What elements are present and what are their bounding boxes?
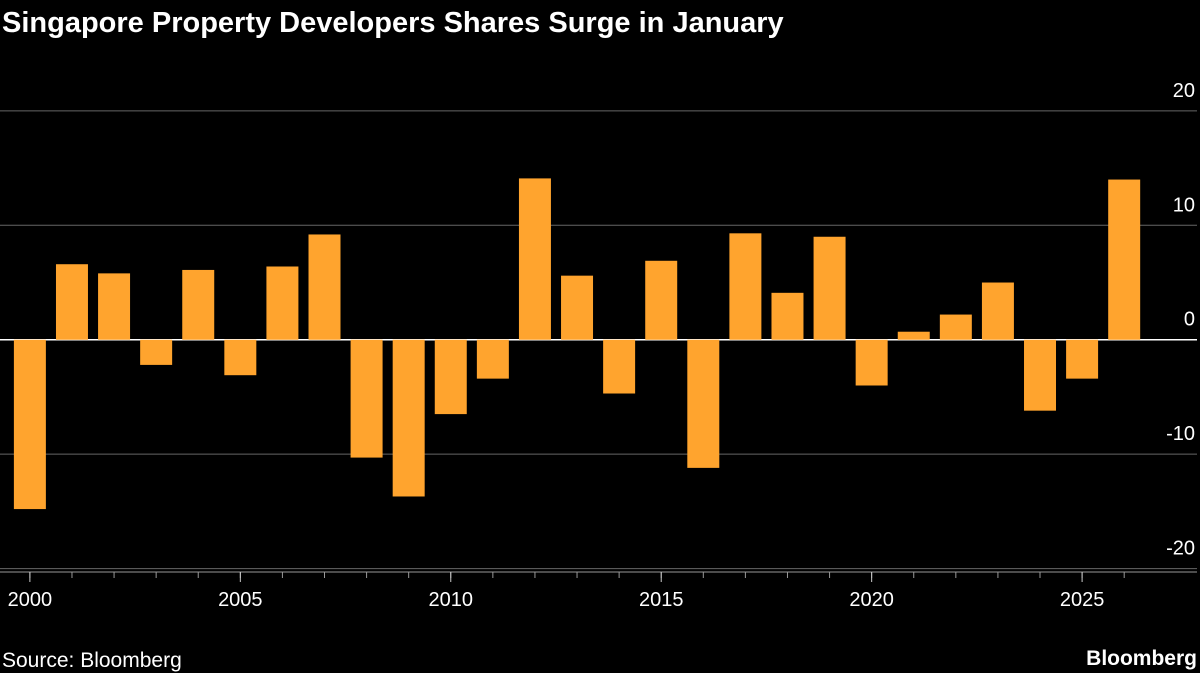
- x-tick-label: 2005: [218, 589, 263, 611]
- bar: [561, 275, 594, 340]
- bar: [434, 339, 467, 415]
- bar: [182, 269, 215, 340]
- bar: [981, 282, 1014, 340]
- bar: [224, 339, 257, 376]
- bar: [55, 264, 88, 340]
- bar: [939, 314, 972, 340]
- bar: [140, 339, 173, 365]
- y-tick-label: 0: [1184, 309, 1195, 331]
- bar: [897, 331, 930, 340]
- bar: [813, 236, 846, 340]
- y-tick-label: -20: [1166, 538, 1195, 560]
- bar: [476, 339, 509, 379]
- source: Source: Bloomberg: [2, 649, 182, 672]
- chart-title: Singapore Property Developers Shares Sur…: [2, 7, 784, 39]
- bar: [1108, 179, 1141, 340]
- brand: Bloomberg: [1086, 647, 1197, 670]
- bar: [308, 234, 341, 340]
- bar: [645, 260, 678, 340]
- bar: [603, 339, 636, 394]
- bar: [855, 339, 888, 386]
- x-tick-label: 2000: [8, 589, 53, 611]
- bar: [729, 233, 762, 340]
- bar: [518, 178, 551, 340]
- y-tick-label: -10: [1166, 423, 1195, 445]
- bar: [1066, 339, 1099, 379]
- bar: [1024, 339, 1057, 411]
- bar: [392, 339, 425, 497]
- bar: [13, 339, 46, 510]
- bar: [266, 266, 299, 340]
- bar: [771, 292, 804, 340]
- x-tick-label: 2010: [429, 589, 474, 611]
- y-tick-label: 20: [1173, 80, 1195, 102]
- x-tick-label: 2015: [639, 589, 684, 611]
- bar: [687, 339, 720, 468]
- bar: [350, 339, 383, 458]
- x-tick-label: 2020: [849, 589, 894, 611]
- bar: [98, 273, 131, 340]
- x-tick-label: 2025: [1060, 589, 1105, 611]
- y-tick-label: 10: [1173, 194, 1195, 216]
